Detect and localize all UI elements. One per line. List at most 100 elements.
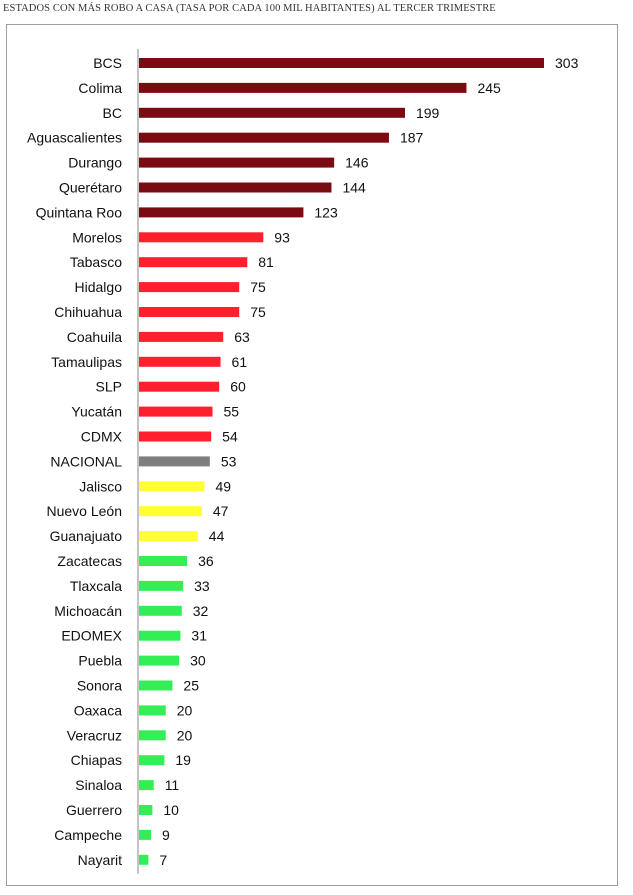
category-label: Nayarit: [78, 852, 122, 868]
bar: [139, 805, 153, 815]
category-label: Campeche: [54, 827, 122, 843]
bar: [139, 82, 467, 93]
bar: [139, 381, 220, 392]
data-label: 49: [215, 478, 231, 494]
bar: [139, 630, 181, 641]
data-label: 55: [224, 404, 240, 420]
data-label: 47: [213, 503, 229, 519]
data-label: 61: [232, 354, 248, 370]
bar: [139, 506, 202, 517]
bar: [139, 356, 221, 367]
category-label: Zacatecas: [57, 553, 122, 569]
bar: [139, 257, 248, 268]
bar: [139, 854, 149, 865]
bar: [139, 556, 188, 566]
category-label: Veracruz: [67, 727, 122, 743]
bar: [139, 755, 165, 766]
bar: [139, 157, 335, 168]
data-label: 54: [222, 429, 238, 445]
data-label: 20: [177, 727, 193, 743]
category-label: Puebla: [78, 653, 122, 669]
data-label: 36: [198, 553, 214, 569]
data-label: 123: [314, 204, 338, 220]
category-label: Tamaulipas: [51, 354, 122, 370]
category-label: Querétaro: [59, 180, 122, 196]
bar: [139, 580, 184, 591]
bar: [139, 307, 240, 317]
data-label: 60: [230, 379, 246, 395]
bar: [139, 207, 304, 218]
category-label: Chihuahua: [54, 304, 122, 320]
data-label: 303: [555, 55, 579, 71]
category-label: Coahuila: [67, 329, 122, 345]
data-label: 75: [250, 279, 266, 295]
data-label: 199: [416, 105, 440, 121]
data-label: 9: [162, 827, 170, 843]
bar: [139, 132, 389, 143]
chart-frame: BCS 303 Colima 245 BC 199 Aguascalientes 187 Dur…: [6, 24, 618, 886]
data-label: 32: [193, 603, 209, 619]
category-label: Nuevo León: [46, 503, 122, 519]
chart-title: ESTADOS CON MÁS ROBO A CASA (TASA POR CA…: [3, 3, 496, 14]
bar: [139, 605, 182, 616]
data-label: 19: [175, 752, 191, 768]
data-label: 44: [209, 528, 225, 544]
category-label: SLP: [96, 379, 122, 395]
bar: [139, 431, 212, 442]
bar: [139, 282, 240, 293]
category-label: Colima: [78, 80, 122, 96]
bar: [139, 406, 213, 417]
data-label: 31: [191, 628, 207, 644]
category-label: BCS: [93, 55, 122, 71]
data-label: 75: [250, 304, 266, 320]
bar: [139, 232, 264, 243]
data-label: 25: [183, 678, 199, 694]
data-label: 10: [163, 802, 179, 818]
data-label: 11: [165, 777, 180, 793]
data-label: 63: [234, 329, 250, 345]
data-label: 144: [342, 180, 366, 196]
bar: [139, 531, 198, 542]
bar: [139, 456, 210, 467]
bar: [139, 655, 180, 666]
data-label: 20: [177, 702, 193, 718]
data-label: 53: [221, 453, 237, 469]
bar: [139, 182, 332, 193]
data-label: 146: [345, 155, 369, 171]
category-label: Jalisco: [79, 478, 122, 494]
category-label: Michoacán: [54, 603, 122, 619]
category-label: Guerrero: [66, 802, 122, 818]
bar: [139, 481, 205, 492]
bar: [139, 107, 405, 118]
bar: [139, 331, 224, 342]
category-label: NACIONAL: [50, 453, 122, 469]
data-label: 93: [274, 229, 290, 245]
bar: [139, 730, 166, 741]
category-label: Durango: [68, 155, 122, 171]
category-label: Yucatán: [71, 404, 122, 420]
data-label: 30: [190, 653, 206, 669]
data-label: 245: [477, 80, 501, 96]
category-label: Guanajuato: [50, 528, 123, 544]
category-label: Sonora: [77, 678, 122, 694]
category-label: Oaxaca: [74, 702, 122, 718]
bar: [139, 680, 173, 691]
data-label: 33: [194, 578, 210, 594]
category-label: Chiapas: [71, 752, 122, 768]
bar: [139, 705, 166, 716]
bar: [139, 58, 544, 68]
category-label: Aguascalientes: [27, 130, 122, 146]
data-label: 81: [258, 254, 274, 270]
data-label: 7: [159, 852, 167, 868]
category-label: Quintana Roo: [36, 204, 123, 220]
category-label: Sinaloa: [75, 777, 122, 793]
category-label: Tlaxcala: [70, 578, 122, 594]
category-label: Tabasco: [70, 254, 122, 270]
category-label: EDOMEX: [61, 628, 122, 644]
category-label: Morelos: [72, 229, 122, 245]
category-label: Hidalgo: [75, 279, 123, 295]
category-label: BC: [103, 105, 122, 121]
bar: [139, 780, 154, 791]
data-label: 187: [400, 130, 424, 146]
